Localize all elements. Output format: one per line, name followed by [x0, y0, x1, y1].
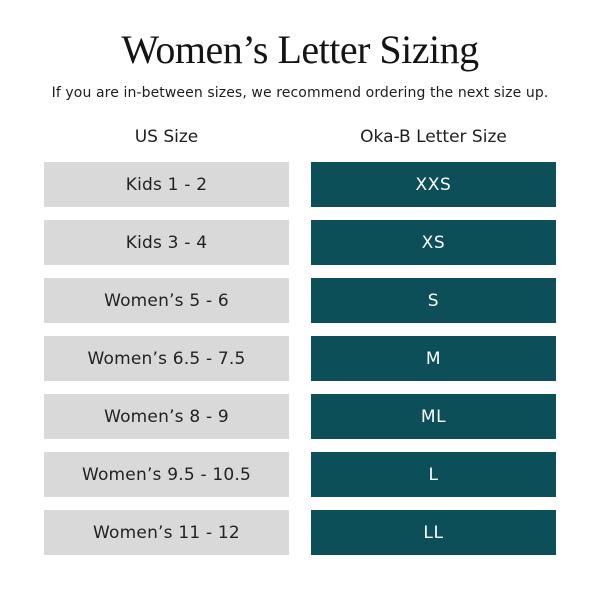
us-size-column-header: US Size	[134, 127, 199, 147]
size-table-row: Women’s 9.5 - 10.5 L	[44, 452, 556, 497]
us-size-cell: Kids 1 - 2	[44, 162, 289, 207]
us-size-cell: Women’s 8 - 9	[44, 394, 289, 439]
size-table-row: Women’s 11 - 12 LL	[44, 510, 556, 555]
us-size-cell: Women’s 5 - 6	[44, 278, 289, 323]
size-recommendation-note: If you are in-between sizes, we recommen…	[51, 85, 549, 101]
size-table-header: US Size Oka-B Letter Size	[44, 125, 556, 149]
us-size-cell: Women’s 6.5 - 7.5	[44, 336, 289, 381]
page-title: Women’s Letter Sizing	[121, 27, 479, 72]
size-table-row: Women’s 6.5 - 7.5 M	[44, 336, 556, 381]
letter-size-cell: ML	[311, 394, 556, 439]
us-size-cell: Women’s 11 - 12	[44, 510, 289, 555]
letter-size-cell: S	[311, 278, 556, 323]
size-table-row: Women’s 8 - 9 ML	[44, 394, 556, 439]
size-table-row: Kids 1 - 2 XXS	[44, 162, 556, 207]
letter-size-cell: XXS	[311, 162, 556, 207]
letter-size-cell: M	[311, 336, 556, 381]
size-table: US Size Oka-B Letter Size Kids 1 - 2 XXS…	[44, 125, 556, 555]
us-size-cell: Kids 3 - 4	[44, 220, 289, 265]
size-table-row: Women’s 5 - 6 S	[44, 278, 556, 323]
letter-size-cell: L	[311, 452, 556, 497]
size-table-row: Kids 3 - 4 XS	[44, 220, 556, 265]
us-size-cell: Women’s 9.5 - 10.5	[44, 452, 289, 497]
letter-size-cell: LL	[311, 510, 556, 555]
letter-size-column-header: Oka-B Letter Size	[360, 127, 507, 147]
letter-size-cell: XS	[311, 220, 556, 265]
